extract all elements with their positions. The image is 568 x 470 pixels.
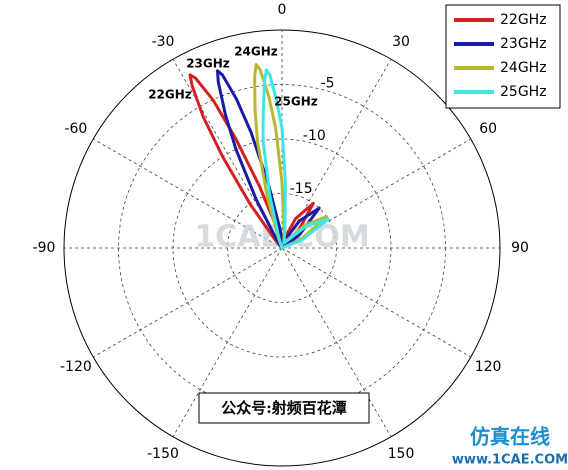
r-tick-label: -15 (290, 181, 313, 197)
theta-tick-label: 150 (388, 446, 415, 462)
series-line (216, 69, 321, 250)
annotation: 25GHz (274, 95, 318, 109)
r-tick-label: -5 (321, 75, 335, 91)
grid-spoke (172, 247, 283, 437)
series-line (261, 68, 330, 250)
theta-tick-label: 0 (278, 2, 287, 18)
annotation: 24GHz (234, 45, 278, 59)
grid-spoke (93, 138, 283, 249)
theta-tick-label: -150 (147, 446, 179, 462)
series-line (253, 63, 329, 250)
r-tick-label: -10 (303, 128, 326, 144)
legend-label: 25GHz (500, 84, 547, 100)
caption: 公众号:射频百花潭 (221, 399, 347, 417)
theta-tick-label: -120 (60, 359, 92, 375)
theta-tick-label: -30 (152, 34, 175, 50)
legend-label: 22GHz (500, 12, 547, 28)
theta-tick-label: -60 (64, 121, 87, 137)
annotation: 23GHz (186, 57, 230, 71)
theta-tick-label: -90 (33, 240, 56, 256)
theta-tick-label: 90 (511, 240, 529, 256)
theta-tick-label: 120 (475, 359, 502, 375)
legend-label: 24GHz (500, 60, 547, 76)
grid-spoke (93, 247, 283, 358)
watermark-url: www.1CAE.COM (452, 453, 568, 468)
legend: 22GHz 23GHz 24GHz 25GHz (445, 4, 561, 109)
watermark-cn: 仿真在线 (470, 425, 550, 449)
series-line (188, 73, 315, 250)
theta-tick-label: 30 (392, 34, 410, 50)
theta-tick-label: 60 (479, 121, 497, 137)
grid-spoke (281, 247, 471, 358)
caption-box (198, 392, 370, 424)
annotation: 22GHz (148, 88, 192, 102)
legend-label: 23GHz (500, 36, 547, 52)
grid-spoke (281, 247, 392, 437)
